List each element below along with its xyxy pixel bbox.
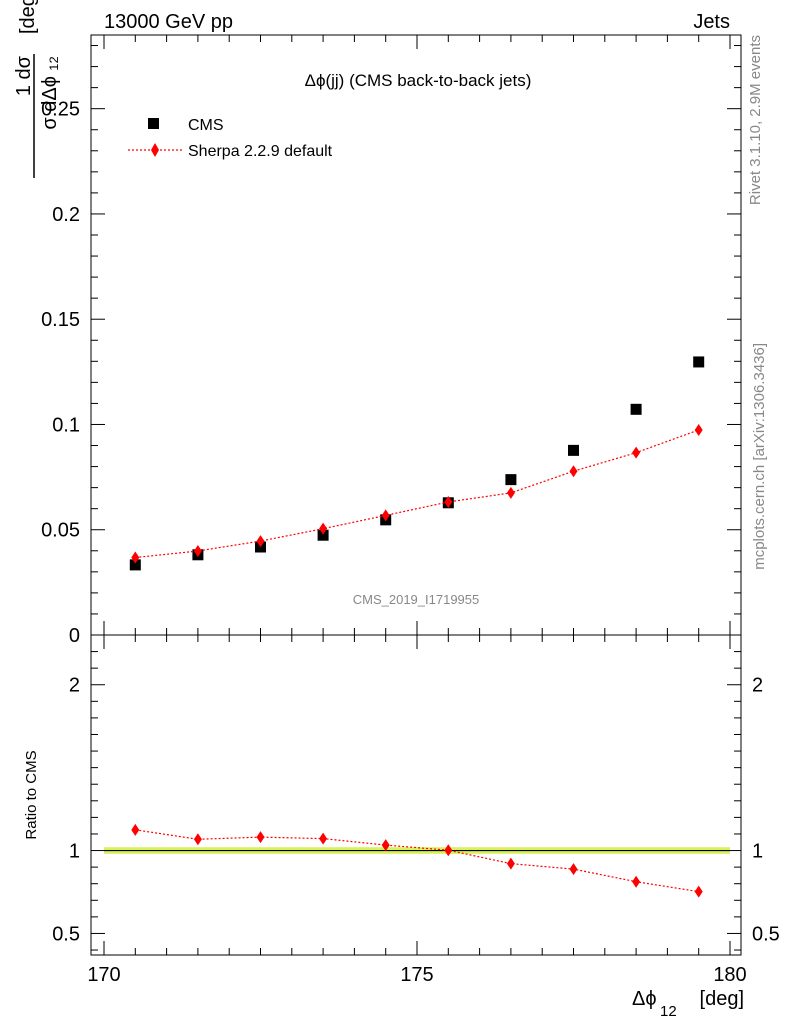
legend: CMS Sherpa 2.2.9 default [128,117,333,160]
cms-data-point [630,403,642,415]
ratio-sherpa-line [135,829,699,893]
x-axis-label: [deg] Δϕ 12 [632,988,744,1020]
ratio-sherpa-point [131,823,140,836]
y-axis-label-part: 1 dσ [13,55,35,96]
ratio-sherpa-point [381,839,390,852]
sherpa-data-point [444,495,453,508]
x-axis-label-subscript: 12 [660,1003,677,1020]
ratio-band-layer [104,847,730,854]
ratio-y-tick-label: 0.5 [52,923,80,945]
main-y-axis-label: 1 dσ σ dΔϕ ₁₂ [deg⁻¹] [13,0,61,178]
ratio-sherpa-point [569,863,578,876]
ratio-y-tick-label: 2 [69,675,80,697]
x-axis-label-symbol: Δϕ [632,988,657,1010]
sherpa-line [135,429,699,559]
sherpa-data-point [632,446,641,459]
chart-title: Δϕ(jj) (CMS back-to-back jets) [305,71,532,90]
ratio-sherpa-point [444,844,453,857]
x-axis-label-unit: [deg] [700,988,744,1010]
sherpa-data-point [193,545,202,557]
main-x-ticks [103,35,731,635]
sherpa-data-point [319,522,328,535]
main-series-layer [129,356,705,571]
ratio-y-tick-label: 1 [69,841,80,863]
x-tick-label: 170 [87,964,120,986]
sherpa-data-point [131,551,140,564]
ratio-y-ticks: 0.5 0.5 1 1 2 2 [52,651,780,951]
cms-data-point [505,474,517,486]
main-y-tick-label: 0.2 [52,204,80,226]
ratio-panel-frame [90,634,742,956]
main-y-tick-label: 0.05 [41,520,80,542]
x-tick-label: 180 [713,964,746,986]
ratio-y-tick-label-right: 1 [752,841,763,863]
sherpa-data-point [506,486,515,499]
legend-cms-label: CMS [188,117,224,134]
header-left: 13000 GeV pp [104,11,233,33]
main-y-tick-label: 0.1 [52,414,80,436]
ratio-sherpa-point [256,831,265,844]
main-y-tick-label: 0.15 [41,309,80,331]
main-y-ticks: 0 0.05 0.1 0.15 0.2 0.25 [41,45,741,647]
ratio-sherpa-point [694,885,703,898]
main-y-tick-label: 0 [69,625,80,647]
header-right: Jets [693,11,730,33]
mcplots-label: mcplots.cern.ch [arXiv:1306.3436] [751,343,768,570]
y-axis-label-unit: [deg⁻¹] [17,0,39,34]
x-tick-label: 175 [400,964,433,986]
y-axis-label-denominator: σ dΔϕ ₁₂ [39,56,61,130]
ratio-y-tick-label-right: 0.5 [752,923,780,945]
rivet-label: Rivet 3.1.10, 2.9M events [747,35,764,205]
sherpa-data-point [256,535,265,548]
ratio-sherpa-point [193,833,202,846]
cms-data-point [693,356,705,368]
main-y-tick-label: 0.25 [41,99,80,121]
sherpa-data-point [694,423,703,436]
legend-cms-marker [148,118,159,129]
sherpa-data-point [569,465,578,478]
legend-sherpa-marker [151,143,159,157]
ratio-series-layer [131,823,703,898]
sherpa-data-point [381,509,390,522]
ratio-y-tick-label-right: 2 [752,675,763,697]
ratio-x-ticks: 170 175 180 [87,635,747,986]
cms-data-point [129,559,141,571]
cms-data-point [317,529,329,541]
ratio-y-axis-label: Ratio to CMS [23,750,40,839]
ratio-sherpa-point [506,857,515,870]
ratio-sherpa-point [632,875,641,888]
legend-sherpa-label: Sherpa 2.2.9 default [188,143,333,160]
cms-data-point [568,444,579,456]
analysis-watermark: CMS_2019_I1719955 [353,592,480,607]
ratio-sherpa-point [319,832,328,845]
